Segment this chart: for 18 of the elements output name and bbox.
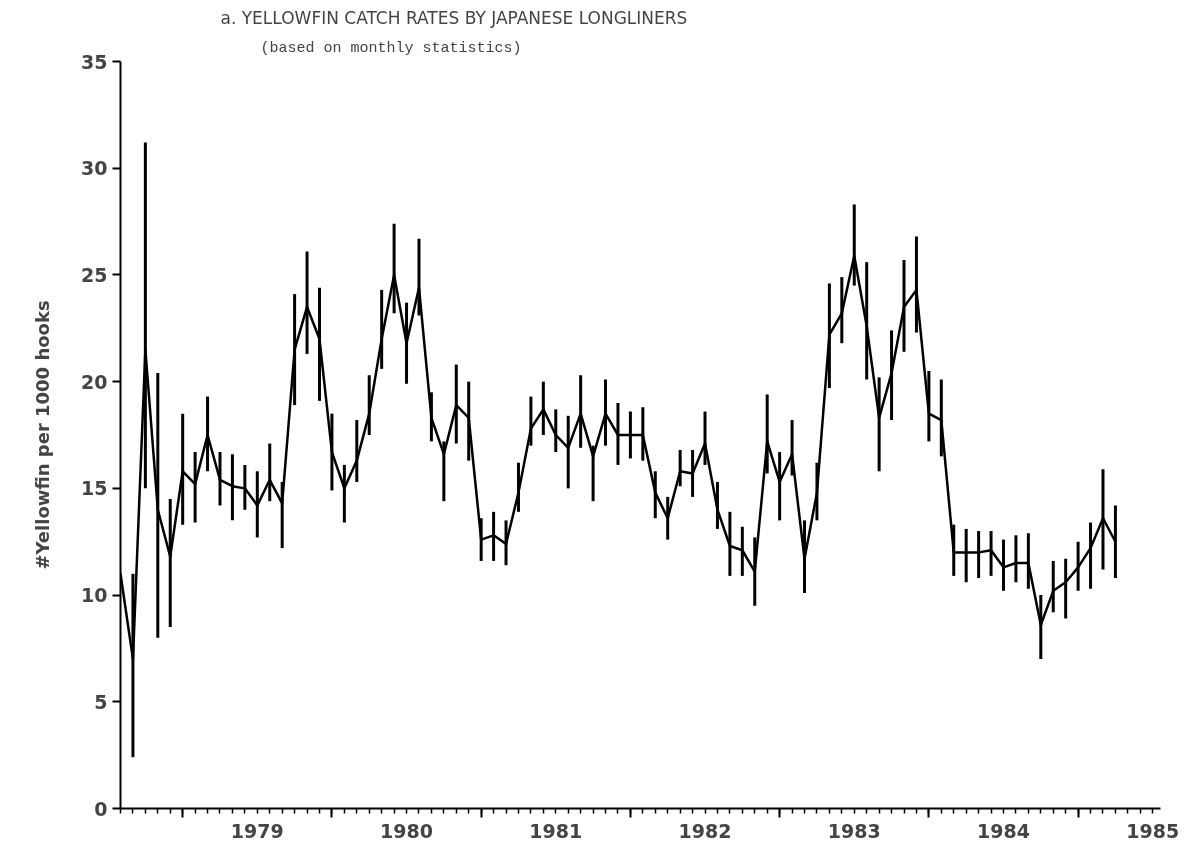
x-tick-label: 1985 — [1126, 819, 1180, 842]
x-tick-label: 1983 — [827, 819, 881, 842]
y-tick-label: 30 — [81, 157, 108, 180]
y-tick-label: 25 — [81, 263, 108, 286]
y-tick-label: 15 — [81, 477, 108, 500]
y-tick-label: 35 — [81, 50, 108, 73]
x-tick-label: 1984 — [977, 819, 1030, 842]
x-tick-label: 1982 — [678, 819, 732, 842]
y-tick-label: 20 — [81, 370, 108, 393]
x-tick-label: 1979 — [230, 819, 284, 842]
y-tick-label: 5 — [94, 690, 108, 713]
chart-title: a. YELLOWFIN CATCH RATES BY JAPANESE LONGLINERS — [220, 7, 688, 28]
y-tick-label: 0 — [94, 797, 108, 820]
x-tick-label: 1980 — [380, 819, 433, 842]
y-tick-label: 10 — [81, 584, 108, 607]
chart-subtitle: (based on monthly statistics) — [260, 39, 522, 57]
y-axis-title: #Yellowfin per 1000 hooks — [32, 300, 54, 570]
x-tick-label: 1981 — [529, 819, 583, 842]
